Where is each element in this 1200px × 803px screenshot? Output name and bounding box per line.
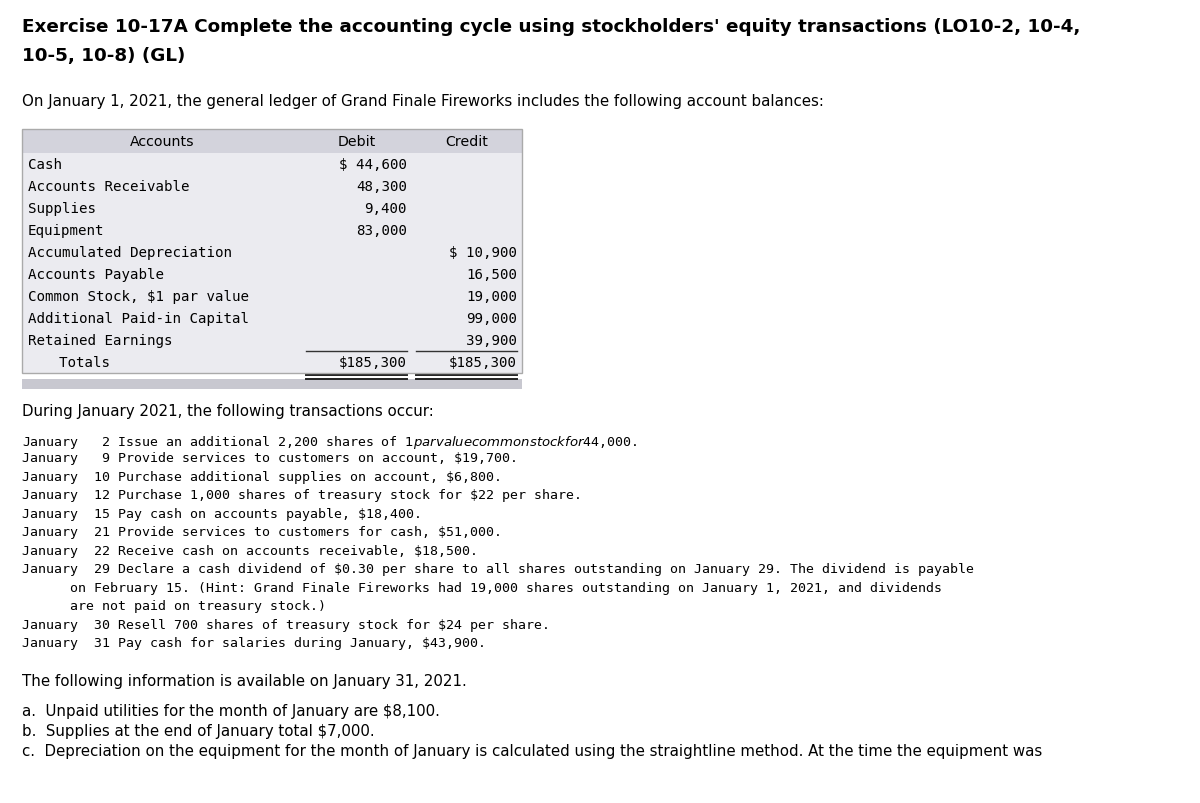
Text: On January 1, 2021, the general ledger of Grand Finale Fireworks includes the fo: On January 1, 2021, the general ledger o… xyxy=(22,94,823,109)
Text: The following information is available on January 31, 2021.: The following information is available o… xyxy=(22,673,467,688)
Text: 10-5, 10-8) (GL): 10-5, 10-8) (GL) xyxy=(22,47,185,64)
Text: Equipment: Equipment xyxy=(28,224,104,238)
Text: Common Stock, $1 par value: Common Stock, $1 par value xyxy=(28,290,250,304)
Text: January  12 Purchase 1,000 shares of treasury stock for $22 per share.: January 12 Purchase 1,000 shares of trea… xyxy=(22,489,582,502)
Text: Accounts Payable: Accounts Payable xyxy=(28,267,164,282)
Text: January  29 Declare a cash dividend of $0.30 per share to all shares outstanding: January 29 Declare a cash dividend of $0… xyxy=(22,563,973,576)
Text: Debit: Debit xyxy=(338,135,376,149)
Bar xyxy=(22,308,522,329)
Text: c.  Depreciation on the equipment for the month of January is calculated using t: c. Depreciation on the equipment for the… xyxy=(22,743,1042,758)
Text: a.  Unpaid utilities for the month of January are $8,100.: a. Unpaid utilities for the month of Jan… xyxy=(22,703,439,718)
Text: 9,400: 9,400 xyxy=(365,202,407,216)
Text: b.  Supplies at the end of January total $7,000.: b. Supplies at the end of January total … xyxy=(22,723,374,738)
Text: 39,900: 39,900 xyxy=(466,333,517,348)
Text: January  15 Pay cash on accounts payable, $18,400.: January 15 Pay cash on accounts payable,… xyxy=(22,507,421,520)
Text: on February 15. (Hint: Grand Finale Fireworks had 19,000 shares outstanding on J: on February 15. (Hint: Grand Finale Fire… xyxy=(22,581,942,594)
Text: 19,000: 19,000 xyxy=(466,290,517,304)
Text: Cash: Cash xyxy=(28,158,62,172)
Text: $ 44,600: $ 44,600 xyxy=(340,158,407,172)
Text: January   9 Provide services to customers on account, $19,700.: January 9 Provide services to customers … xyxy=(22,452,517,465)
Bar xyxy=(22,380,522,389)
Text: $185,300: $185,300 xyxy=(340,356,407,369)
Text: Accounts Receivable: Accounts Receivable xyxy=(28,180,190,194)
Text: January  10 Purchase additional supplies on account, $6,800.: January 10 Purchase additional supplies … xyxy=(22,471,502,483)
Text: Additional Paid-in Capital: Additional Paid-in Capital xyxy=(28,312,250,325)
Text: January  30 Resell 700 shares of treasury stock for $24 per share.: January 30 Resell 700 shares of treasury… xyxy=(22,618,550,631)
Bar xyxy=(22,329,522,352)
Text: Exercise 10-17A Complete the accounting cycle using stockholders' equity transac: Exercise 10-17A Complete the accounting … xyxy=(22,18,1080,35)
Text: $185,300: $185,300 xyxy=(449,356,517,369)
Text: 16,500: 16,500 xyxy=(466,267,517,282)
Text: Accounts: Accounts xyxy=(130,135,194,149)
Bar xyxy=(22,198,522,220)
Text: Retained Earnings: Retained Earnings xyxy=(28,333,173,348)
Bar xyxy=(22,263,522,286)
Text: Totals: Totals xyxy=(42,356,110,369)
Text: During January 2021, the following transactions occur:: During January 2021, the following trans… xyxy=(22,403,433,418)
Text: are not paid on treasury stock.): are not paid on treasury stock.) xyxy=(22,600,325,613)
Bar xyxy=(22,130,522,373)
Text: Supplies: Supplies xyxy=(28,202,96,216)
Bar xyxy=(22,130,522,154)
Bar xyxy=(22,220,522,242)
Text: 83,000: 83,000 xyxy=(356,224,407,238)
Bar xyxy=(22,154,522,176)
Text: January  31 Pay cash for salaries during January, $43,900.: January 31 Pay cash for salaries during … xyxy=(22,637,486,650)
Text: January  21 Provide services to customers for cash, $51,000.: January 21 Provide services to customers… xyxy=(22,526,502,539)
Bar xyxy=(22,286,522,308)
Text: 99,000: 99,000 xyxy=(466,312,517,325)
Text: Credit: Credit xyxy=(445,135,488,149)
Text: January   2 Issue an additional 2,200 shares of $1 par value common stock for $4: January 2 Issue an additional 2,200 shar… xyxy=(22,434,637,450)
Text: 48,300: 48,300 xyxy=(356,180,407,194)
Text: Accumulated Depreciation: Accumulated Depreciation xyxy=(28,246,232,259)
Text: $ 10,900: $ 10,900 xyxy=(449,246,517,259)
Bar xyxy=(22,176,522,198)
Bar xyxy=(22,352,522,373)
Bar xyxy=(22,242,522,263)
Text: January  22 Receive cash on accounts receivable, $18,500.: January 22 Receive cash on accounts rece… xyxy=(22,544,478,557)
